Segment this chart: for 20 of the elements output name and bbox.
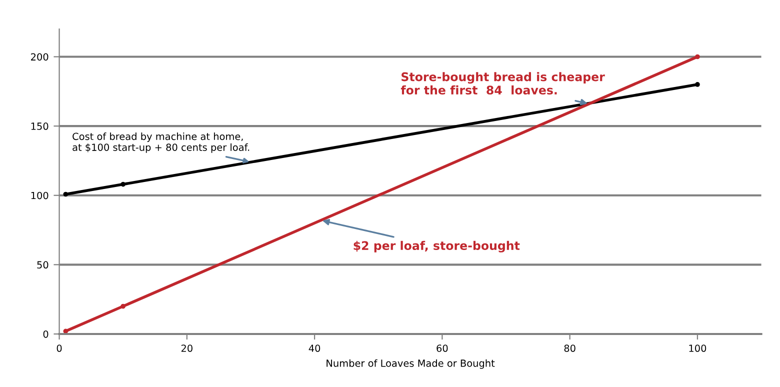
x-axis-title: Number of Loaves Made or Bought [326,359,495,369]
x-tick-label: 40 [308,344,320,352]
y-tick-label: 0 [43,330,48,338]
point [695,82,700,87]
x-tick-label: 60 [436,344,448,352]
point [120,304,126,309]
x-tick-label: 80 [564,344,576,352]
y-tick-label: 50 [37,261,48,269]
annotation: Store-bought bread is cheaper for the first 84 loaves. [400,72,605,95]
x-tick-label: 0 [56,344,62,352]
annotation: $2 per loaf, store-bought [354,240,520,252]
annotation: Cost of bread by machine at home, at $100 start-up + 80 cents per loaf. [72,132,250,153]
point [120,182,126,187]
y-tick-label: 200 [31,53,48,61]
x-tick-label: 100 [689,344,706,352]
x-tick-label: 20 [181,344,192,352]
y-tick-label: 100 [31,192,48,200]
point [695,54,700,60]
y-tick-label: 150 [31,122,48,130]
point [63,192,68,197]
